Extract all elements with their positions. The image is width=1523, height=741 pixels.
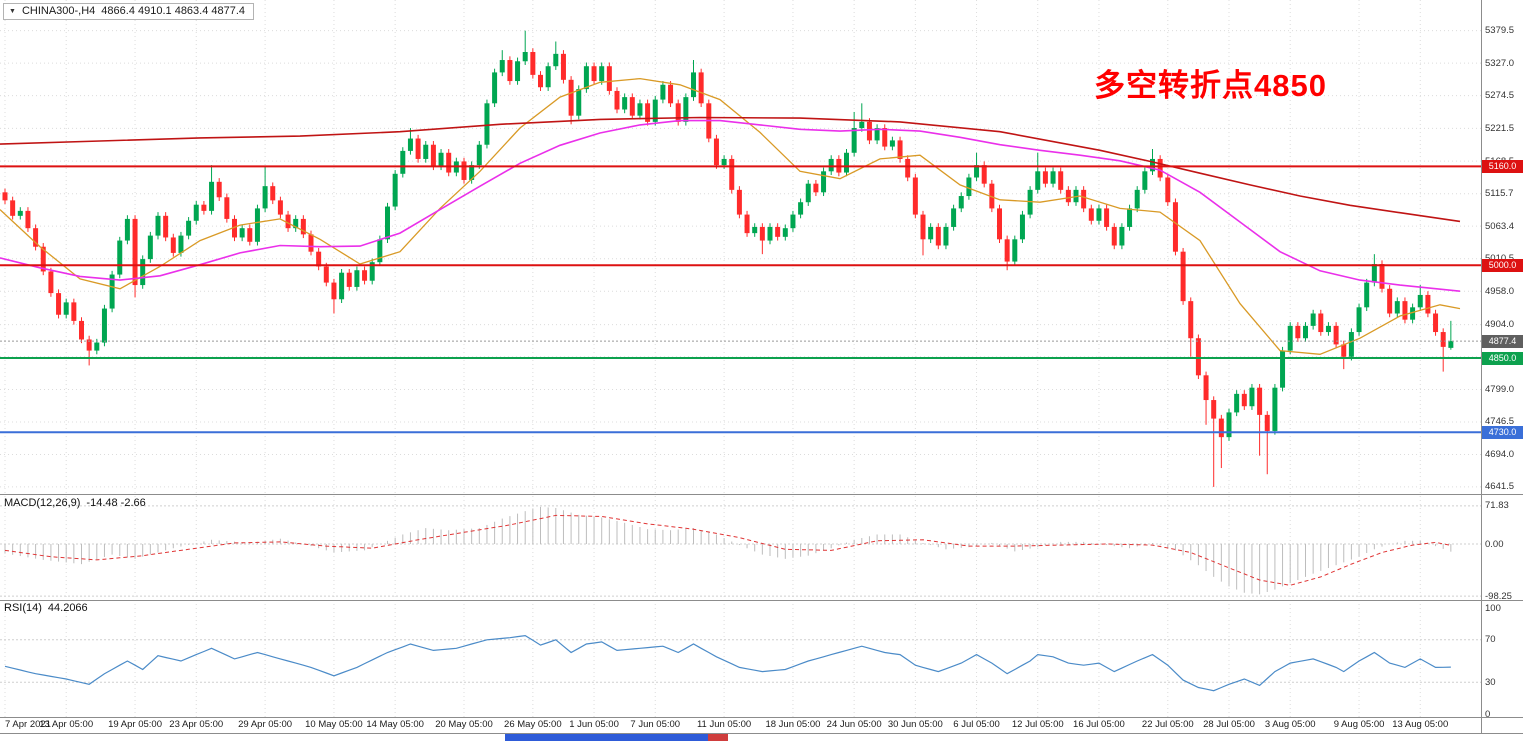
- price-tag-4730.0: 4730.0: [1482, 425, 1523, 439]
- current-price-tag: 4877.4: [1482, 334, 1523, 348]
- price-tag-5160.0: 5160.0: [1482, 159, 1523, 173]
- price-axis-label: 4746.5: [1485, 416, 1515, 428]
- grid: [0, 0, 1481, 717]
- time-axis-label: 9 Aug 05:00: [1333, 719, 1385, 730]
- macd-axis-label: 71.83: [1485, 500, 1509, 512]
- macd-values: -14.48 -2.66: [86, 497, 146, 509]
- price-axis-label: 4694.0: [1485, 448, 1515, 460]
- price-axis-label: 4799.0: [1485, 384, 1515, 396]
- macd-indicator-label: MACD(12,26,9) -14.48 -2.66: [4, 497, 152, 509]
- ohlc-values: 4866.4 4910.1 4863.4 4877.4: [101, 5, 246, 17]
- time-axis-label: 12 Jul 05:00: [1011, 719, 1064, 730]
- rsi-axis-label: 100: [1485, 602, 1501, 614]
- price-tag-5000.0: 5000.0: [1482, 258, 1523, 272]
- macd-axis-label: 0.00: [1485, 538, 1504, 550]
- candles-series: [2, 30, 1454, 487]
- symbol-period-label: CHINA300-,H4: [21, 5, 96, 17]
- price-axis-label: 5274.5: [1485, 90, 1515, 102]
- time-axis-label: 6 Jul 05:00: [953, 719, 1000, 730]
- taskbar-segment: [728, 734, 1523, 741]
- time-axis-label: 20 May 05:00: [435, 719, 493, 730]
- price-axis-label: 5063.4: [1485, 220, 1515, 232]
- chart-title-box: ▼ CHINA300-,H4 4866.4 4910.1 4863.4 4877…: [3, 3, 255, 20]
- price-axis-label: 4904.0: [1485, 319, 1515, 331]
- time-axis-label: 14 May 05:00: [366, 719, 424, 730]
- symbol-dropdown-icon[interactable]: ▼: [9, 7, 16, 15]
- rsi-line: [4, 634, 1451, 692]
- time-axis-label: 7 Apr 2021: [5, 719, 51, 730]
- rsi-axis-label: 30: [1485, 676, 1496, 688]
- time-axis-label: 30 Jun 05:00: [887, 719, 943, 730]
- rsi-name: RSI(14): [4, 602, 42, 614]
- macd-axis-label: -98.25: [1485, 590, 1512, 602]
- time-axis-label: 16 Jul 05:00: [1073, 719, 1125, 730]
- time-axis-label: 22 Jul 05:00: [1141, 719, 1194, 730]
- rsi-axis-label: 70: [1485, 634, 1496, 646]
- taskbar-segment: [708, 734, 728, 741]
- price-axis-label: 4958.0: [1485, 285, 1515, 297]
- time-axis-label: 23 Apr 05:00: [169, 719, 224, 730]
- macd-histogram: [4, 506, 1452, 595]
- time-axis-label: 7 Jun 05:00: [630, 719, 681, 730]
- macd-name: MACD(12,26,9): [4, 497, 81, 509]
- price-tag-4850.0: 4850.0: [1482, 351, 1523, 365]
- ma-fast-orange: [0, 77, 1461, 355]
- price-axis-label: 5115.7: [1485, 188, 1514, 200]
- rsi-axis-label: 0: [1485, 708, 1491, 720]
- time-axis-label: 10 May 05:00: [305, 719, 363, 730]
- time-axis-label: 19 Apr 05:00: [108, 719, 162, 730]
- rsi-indicator-label: RSI(14) 44.2066: [4, 602, 94, 614]
- price-axis-label: 5327.0: [1485, 57, 1515, 69]
- taskbar-segment: [505, 734, 708, 741]
- time-axis-label: 11 Jun 05:00: [696, 719, 752, 730]
- macd-signal-line: [4, 514, 1451, 586]
- ma-mid-magenta: [0, 119, 1461, 292]
- ma-slow-darkred: [0, 116, 1461, 223]
- time-axis-label: 29 Apr 05:00: [238, 719, 293, 730]
- time-axis-label: 13 Apr 05:00: [39, 719, 94, 730]
- price-axis-label: 5221.5: [1485, 122, 1515, 134]
- time-axis-label: 1 Jun 05:00: [569, 719, 619, 730]
- time-axis-label: 24 Jun 05:00: [826, 719, 882, 730]
- annotation-text: 多空转折点4850: [1094, 68, 1327, 103]
- rsi-value: 44.2066: [47, 602, 88, 614]
- taskbar-segment: [0, 734, 505, 741]
- price-axis-label: 5379.5: [1485, 25, 1515, 37]
- time-axis-label: 13 Aug 05:00: [1392, 719, 1449, 730]
- time-axis-label: 26 May 05:00: [504, 719, 562, 730]
- price-axis-label: 4641.5: [1485, 481, 1515, 493]
- time-axis-label: 18 Jun 05:00: [765, 719, 821, 730]
- time-axis-label: 28 Jul 05:00: [1203, 719, 1255, 730]
- time-axis-label: 3 Aug 05:00: [1264, 719, 1316, 730]
